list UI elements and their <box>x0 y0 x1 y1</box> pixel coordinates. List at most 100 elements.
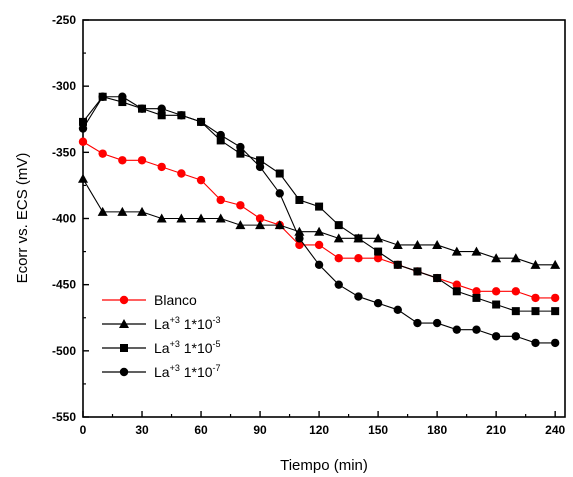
data-point <box>177 111 186 120</box>
x-tick-label: 0 <box>80 423 87 437</box>
data-point <box>412 239 423 249</box>
data-point <box>215 213 226 223</box>
data-point <box>177 169 186 178</box>
y-tick-label: -500 <box>52 344 76 358</box>
data-point <box>275 189 284 198</box>
data-point <box>236 142 245 152</box>
y-axis-title: Ecorr vs. ECS (mV) <box>14 153 31 284</box>
data-point <box>315 202 324 211</box>
data-point <box>393 305 402 315</box>
data-point <box>118 98 127 107</box>
data-point <box>295 234 304 243</box>
data-point <box>274 220 285 230</box>
data-point <box>392 239 403 249</box>
axis-ticks: 0 30 60 90 120 150 180 210 240 -550 -500 -450 -400 -3… <box>52 13 566 437</box>
x-tick-label: 30 <box>135 423 149 437</box>
x-tick-label: 180 <box>427 423 447 437</box>
data-point <box>314 226 325 236</box>
data-point <box>137 156 147 165</box>
data-point <box>236 149 245 158</box>
data-point <box>492 300 501 309</box>
x-tick-label: 150 <box>368 423 388 437</box>
legend-label-exp: -5 <box>213 339 221 349</box>
data-point <box>550 338 560 348</box>
legend-label: La+3 1*10-7 <box>154 363 221 380</box>
data-point <box>78 137 88 146</box>
legend-marker <box>119 367 129 377</box>
data-point <box>118 92 127 101</box>
data-point <box>235 220 246 230</box>
data-point <box>373 298 383 308</box>
data-point <box>432 239 443 249</box>
data-point <box>491 287 501 296</box>
plot-frame <box>82 19 566 418</box>
data-point <box>432 318 442 328</box>
data-point <box>79 117 87 126</box>
data-point <box>117 206 128 216</box>
y-tick-label: -350 <box>52 145 76 159</box>
data-point <box>354 254 363 263</box>
x-tick-label: 120 <box>309 423 329 437</box>
data-point <box>333 233 344 243</box>
data-point <box>472 325 481 334</box>
data-point <box>550 293 560 303</box>
data-point <box>551 307 560 316</box>
data-point <box>511 287 521 296</box>
legend-label-exp: -3 <box>213 315 221 325</box>
data-point <box>196 175 206 185</box>
data-point <box>118 156 127 165</box>
x-tick-label: 60 <box>194 423 208 437</box>
y-tick-label: -550 <box>52 410 76 424</box>
series-0 <box>78 137 560 303</box>
data-point <box>472 293 481 302</box>
data-point <box>531 293 540 303</box>
legend-label-sup: +3 <box>170 339 180 349</box>
legend-marker <box>119 319 129 328</box>
data-point <box>413 318 422 328</box>
series-3 <box>78 92 560 348</box>
data-point <box>216 136 225 145</box>
y-tick-label: -300 <box>52 79 76 93</box>
legend-label: La+3 1*10-3 <box>154 315 221 332</box>
series-group <box>78 92 561 348</box>
legend-label-main: La <box>154 340 170 356</box>
series-line <box>82 178 556 266</box>
legend-label-sup: +3 <box>170 363 180 373</box>
data-point <box>511 307 520 316</box>
data-point <box>236 201 245 210</box>
legend-label-exp: -7 <box>213 363 221 373</box>
data-point <box>275 169 284 178</box>
data-point <box>255 220 266 230</box>
data-point <box>78 173 88 183</box>
legend-label-main: La <box>154 364 170 380</box>
x-tick-label: 90 <box>253 423 267 437</box>
data-point <box>354 234 363 243</box>
data-point <box>373 254 383 263</box>
series-2 <box>79 92 560 316</box>
legend-label-mid: 1*10 <box>180 316 213 332</box>
data-point <box>510 253 521 263</box>
data-point <box>471 246 482 256</box>
legend-item: La+3 1*10-3 <box>102 315 221 332</box>
data-point <box>531 307 540 316</box>
data-point <box>531 338 540 348</box>
legend-label-main: La <box>154 316 170 332</box>
data-point <box>98 149 107 158</box>
data-point <box>156 213 167 223</box>
data-point <box>511 332 521 341</box>
data-point <box>354 292 363 301</box>
data-point <box>452 280 461 289</box>
data-point <box>314 240 324 250</box>
data-point <box>78 124 88 133</box>
data-point <box>452 287 461 296</box>
legend-item: La+3 1*10-7 <box>102 363 221 380</box>
data-point <box>373 233 384 243</box>
legend-label-mid: 1*10 <box>180 340 213 356</box>
data-point <box>157 104 166 113</box>
data-point <box>433 274 442 283</box>
data-point <box>157 111 166 120</box>
data-point <box>255 162 265 172</box>
legend-marker <box>119 295 129 305</box>
x-tick-label: 210 <box>486 423 506 437</box>
